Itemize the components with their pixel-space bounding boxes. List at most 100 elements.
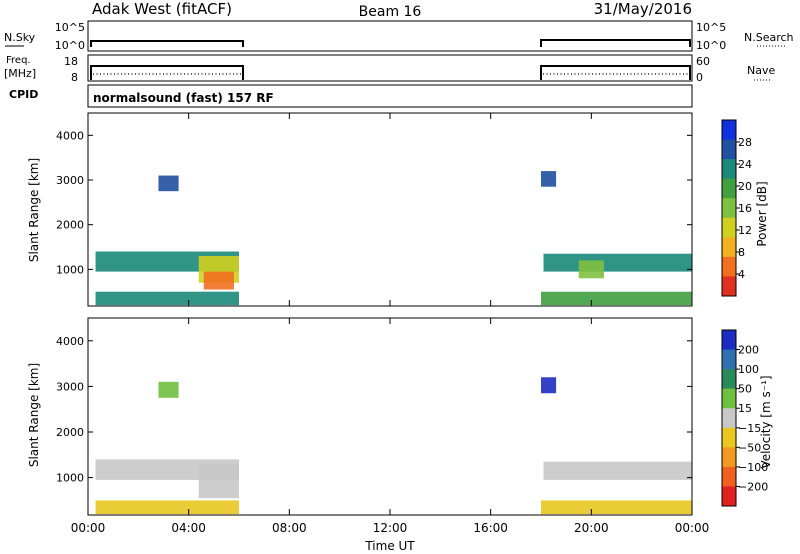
colorbar-frame: [721, 329, 737, 507]
nsearch-label: N.Search: [744, 31, 794, 44]
power-ylabel: Slant Range [km]: [27, 158, 41, 262]
colorbar-segment: [722, 178, 736, 199]
velocity-bar-tick-label: −50: [738, 441, 761, 454]
velocity-bar-tick-label: −100: [738, 461, 768, 474]
data-region: [203, 271, 234, 290]
velocity-panel: 1000 2000 3000 4000 Slant Range [km]: [27, 317, 693, 516]
date-title: 31/May/2016: [594, 0, 692, 18]
x-axis-title: Time UT: [364, 539, 415, 553]
data-region: [198, 463, 239, 499]
power-bar-tick-label: 16: [738, 202, 752, 215]
colorbar-segment: [722, 408, 736, 429]
power-panel: 1000 2000 3000 4000 Slant Range [km]: [27, 112, 693, 307]
cpid-label: CPID: [9, 88, 38, 101]
velocity-bar-tick-label: −200: [738, 480, 768, 493]
x-tick-label: 00:00: [71, 521, 106, 535]
nsky-tick-hi: 10^5: [55, 21, 85, 34]
freq-trace-right: [540, 65, 691, 80]
velocity-frame: [87, 317, 693, 516]
nave-tick-lo: 0: [696, 71, 703, 84]
colorbar-segment: [722, 237, 736, 258]
x-tick-label: 04:00: [171, 521, 206, 535]
power-bar-label: Power [dB]: [755, 181, 769, 246]
nsky-label: N.Sky: [4, 31, 36, 44]
nave-tick-hi: 60: [696, 55, 710, 68]
y-tick-label: 2000: [56, 426, 84, 439]
power-bar-tick-label: 4: [738, 268, 745, 281]
x-tick-label: 00:00: [675, 521, 710, 535]
power-bar-tick-label: 20: [738, 180, 752, 193]
y-tick-label: 2000: [56, 219, 84, 232]
colorbar-segment: [722, 256, 736, 277]
colorbar-segment: [722, 120, 736, 141]
nsky-frame: [87, 20, 693, 52]
x-axis-labels: 00:00 04:00 08:00 12:00 16:00 20:00 00:00: [71, 521, 710, 535]
data-region: [158, 381, 179, 398]
nsky-trace-right: [540, 39, 691, 47]
station-title: Adak West (fitACF): [92, 0, 232, 18]
freq-tick-hi: 18: [64, 55, 78, 68]
power-colorbar: 4 8 12 16 20 24 28: [721, 119, 752, 297]
cpid-frame: [87, 84, 693, 108]
colorbar-segment: [722, 276, 736, 297]
y-tick-label: 1000: [56, 472, 84, 485]
colorbar-segment: [722, 447, 736, 468]
nsky-tick-lo: 10^0: [55, 39, 85, 52]
colorbar-segment: [722, 198, 736, 219]
velocity-data: [95, 377, 692, 515]
beam-title: Beam 16: [359, 4, 422, 20]
cpid-text: normalsound (fast) 157 RF: [93, 91, 274, 105]
y-tick-label: 4000: [56, 335, 84, 348]
velocity-bar-tick-label: 50: [738, 383, 752, 396]
velocity-ticks: 1000 2000 3000 4000: [56, 318, 693, 515]
data-region: [541, 500, 692, 515]
data-region: [541, 171, 557, 187]
data-region: [158, 175, 179, 192]
freq-label: Freq.: [6, 55, 31, 66]
colorbar-segment: [722, 369, 736, 390]
colorbar-segment: [722, 486, 736, 507]
x-tick-label: 12:00: [373, 521, 408, 535]
colorbar-segment: [722, 349, 736, 370]
colorbar-segment: [722, 159, 736, 180]
data-region: [541, 291, 692, 306]
freq-frame: [87, 54, 693, 82]
nave-label: Nave: [747, 64, 775, 77]
y-tick-label: 4000: [56, 129, 84, 142]
freq-unit: [MHz]: [4, 67, 36, 80]
colorbar-segment: [722, 427, 736, 448]
data-region: [543, 461, 692, 480]
data-region: [541, 377, 557, 394]
nsky-strip: N.Sky 10^5 10^0 10^5 10^0 N.Search: [4, 20, 794, 52]
velocity-bar-tick-label: 200: [738, 344, 759, 357]
velocity-ylabel: Slant Range [km]: [27, 363, 41, 467]
velocity-bar-tick-label: 15: [738, 402, 752, 415]
y-tick-label: 1000: [56, 263, 84, 276]
power-bar-tick-label: 28: [738, 136, 752, 149]
velocity-bar-tick-label: −15: [738, 422, 761, 435]
y-tick-label: 3000: [56, 174, 84, 187]
nsearch-tick-lo: 10^0: [696, 39, 726, 52]
data-region: [95, 500, 239, 515]
nsky-trace-left: [90, 40, 244, 47]
data-region: [578, 260, 604, 279]
x-tick-label: 20:00: [574, 521, 609, 535]
power-data: [95, 171, 692, 306]
colorbar-segment: [722, 330, 736, 351]
nsearch-tick-hi: 10^5: [696, 21, 726, 34]
velocity-bar-tick-label: 100: [738, 363, 759, 376]
power-bar-tick-label: 12: [738, 224, 752, 237]
freq-strip: Freq. [MHz] 18 8 60 0 Nave: [4, 54, 775, 84]
colorbar-segment: [722, 217, 736, 238]
velocity-colorbar: 200 100 50 15 −15 −50 −100 −200: [721, 329, 768, 507]
power-bar-tick-label: 24: [738, 158, 752, 171]
velocity-bar-label: Velocity [m s⁻¹]: [759, 375, 773, 468]
x-tick-label: 08:00: [272, 521, 307, 535]
freq-trace-left: [90, 65, 244, 80]
cpid-strip: CPID normalsound (fast) 157 RF: [9, 84, 693, 108]
power-bar-tick-label: 8: [738, 246, 745, 259]
data-region: [543, 253, 692, 272]
x-tick-label: 16:00: [473, 521, 508, 535]
colorbar-segment: [722, 139, 736, 160]
